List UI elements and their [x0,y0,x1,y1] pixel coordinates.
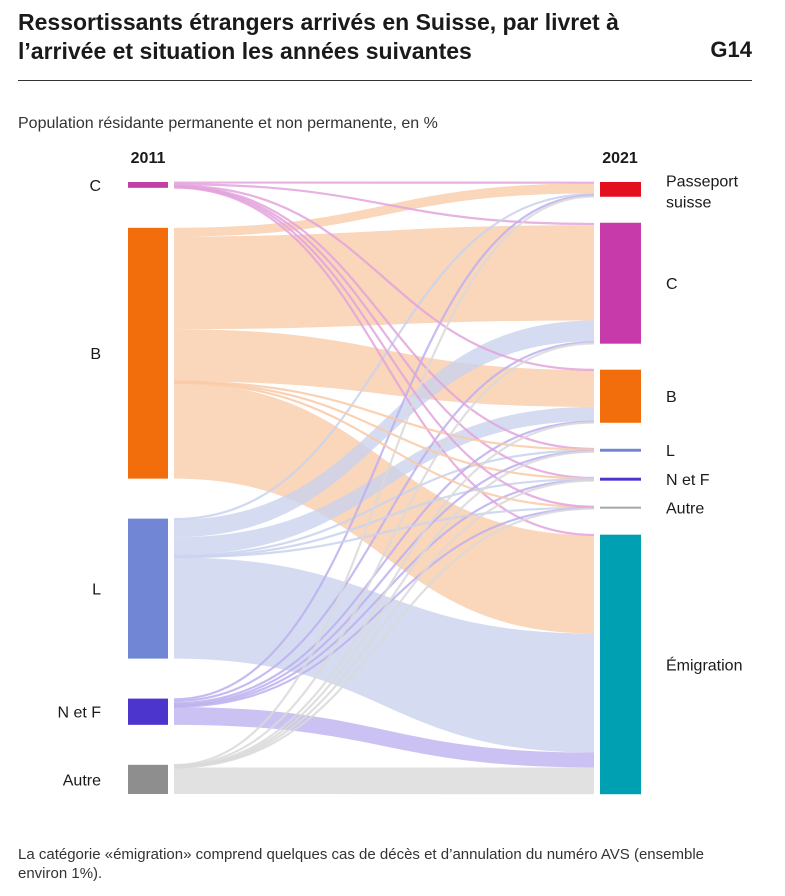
right-label-passeport-suisse: Passeport suisse [666,173,739,211]
flow-c-to-b [173,184,595,371]
left-label-b: B [90,346,101,363]
right-node-autre [600,506,641,509]
flow-l-to-e [174,557,594,753]
right-node-n-et-f [600,477,641,481]
flow-c-to-a [173,186,595,508]
flow-l-to-p [173,192,595,521]
left-node-autre [128,764,168,794]
flow-c-to-nf [173,185,595,480]
chart-code: G14 [710,37,752,62]
flow-nf-to-c [173,341,595,703]
right-label-n-et-f: N et F [666,472,710,489]
node-layer [128,182,641,795]
left-node-l [128,518,168,659]
left-label-n-et-f: N et F [57,705,101,722]
right-node-b [600,369,641,423]
flow-b-to-nf [173,381,595,480]
flow-l-to-c [174,320,594,538]
flow-b-to-e [174,383,594,634]
left-node-c [128,182,168,188]
chart-footnote: La catégorie «émigration» comprend quelq… [18,846,704,882]
flow-l-to-l [173,449,595,557]
right-node-passeport-suisse [600,182,641,197]
flow-nf-to-l [173,450,595,706]
left-node-n-et-f [128,698,168,725]
flow-nf-to-p [173,194,595,701]
flow-a-to-c [173,342,595,767]
flow-l-to-a [173,506,595,559]
chart-title: Ressortissants étrangers arrivés en Suis… [18,9,619,64]
left-label-autre: Autre [63,772,101,789]
flow-b-to-a [173,381,595,509]
flow-c-to-l [173,185,595,451]
flow-a-to-a [173,507,595,769]
flow-l-to-nf [173,477,595,558]
right-label-emigration: Émigration [666,655,742,674]
label-layer: C B L N et F Autre Passeport suisse C B L N et F Au… [57,173,742,789]
left-label-c: C [89,178,101,195]
flow-layer [173,181,595,795]
flow-b-to-l [173,380,595,451]
flow-a-to-p [173,195,595,767]
flow-c-to-e [173,186,595,537]
left-label-l: L [92,582,101,599]
right-label-l: L [666,443,675,460]
year-left: 2011 [131,150,166,167]
right-label-c: C [666,276,678,293]
right-label-autre: Autre [666,501,704,518]
flow-nf-to-b [173,420,595,705]
title-divider [18,80,752,81]
chart-subtitle: Population résidante permanente et non p… [18,115,438,132]
flow-a-to-l [173,450,595,768]
right-node-c [600,222,641,344]
flow-a-to-b [173,421,595,768]
flow-a-to-e [174,767,594,795]
flow-a-to-nf [173,479,595,769]
right-node-l [600,448,641,452]
year-right: 2021 [602,150,638,167]
right-label-b: B [666,389,677,406]
right-node-emigration [600,534,641,795]
left-node-b [128,227,168,479]
